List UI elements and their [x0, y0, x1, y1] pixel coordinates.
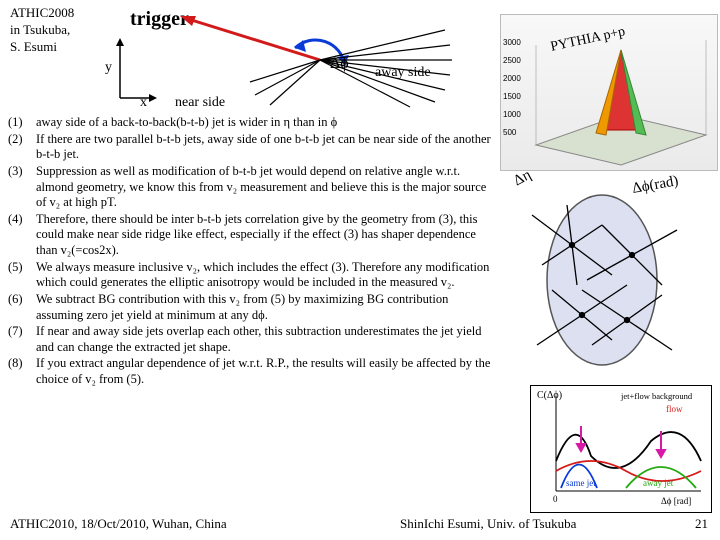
- svg-text:flow: flow: [666, 404, 683, 414]
- correlation-plot: C(Δϕ) Δϕ [rad] 0 jet+flow background flo…: [530, 385, 712, 513]
- delta-phi-label: Δϕ: [330, 55, 349, 73]
- axis-y-label: y: [105, 60, 112, 76]
- svg-text:0: 0: [553, 494, 558, 504]
- header-line3: S. Esumi: [10, 39, 74, 56]
- list-item: (2)If there are two parallel b-t-b jets,…: [8, 132, 498, 163]
- near-side-label: near side: [175, 95, 225, 111]
- header-line2: in Tsukuba,: [10, 22, 74, 39]
- svg-text:Δϕ [rad]: Δϕ [rad]: [661, 496, 691, 506]
- almond-diagram: [512, 185, 692, 375]
- list-item: (5)We always measure inclusive v₂, which…: [8, 260, 498, 291]
- list-item: (7)If near and away side jets overlap ea…: [8, 324, 498, 355]
- list-item: (1)away side of a back-to-back(b-t-b) je…: [8, 115, 498, 131]
- list-item: (8)If you extract angular dependence of …: [8, 356, 498, 387]
- svg-text:2500: 2500: [503, 56, 521, 65]
- slide-number: 21: [695, 516, 708, 532]
- svg-text:1500: 1500: [503, 92, 521, 101]
- jet-fan-diagram: [100, 10, 460, 110]
- svg-text:same jet: same jet: [566, 478, 596, 488]
- away-side-label: away side: [375, 65, 431, 81]
- cf-ylabel: C(Δϕ): [537, 390, 562, 401]
- footer-center: ShinIchi Esumi, Univ. of Tsukuba: [400, 516, 576, 532]
- svg-text:3000: 3000: [503, 38, 521, 47]
- axis-x-label: x: [140, 95, 147, 111]
- svg-text:away jet: away jet: [643, 478, 674, 488]
- svg-text:1000: 1000: [503, 110, 521, 119]
- list-item: (3)Suppression as well as modification o…: [8, 164, 498, 211]
- svg-text:2000: 2000: [503, 74, 521, 83]
- header-block: ATHIC2008 in Tsukuba, S. Esumi: [10, 5, 74, 56]
- header-line1: ATHIC2008: [10, 5, 74, 22]
- svg-text:500: 500: [503, 128, 517, 137]
- list-item: (4)Therefore, there should be inter b-t-…: [8, 212, 498, 259]
- points-list: (1)away side of a back-to-back(b-t-b) je…: [8, 115, 498, 389]
- list-item: (6)We subtract BG contribution with this…: [8, 292, 498, 323]
- svg-text:jet+flow background: jet+flow background: [620, 391, 693, 401]
- footer-left: ATHIC2010, 18/Oct/2010, Wuhan, China: [10, 516, 227, 532]
